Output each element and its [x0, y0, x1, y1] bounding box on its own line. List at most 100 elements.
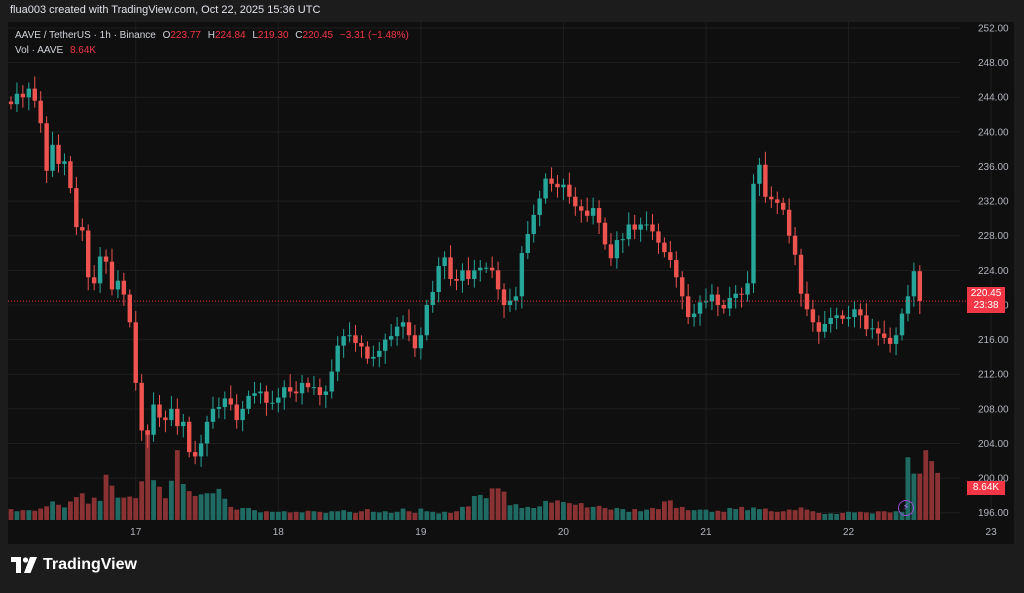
volume-bar	[549, 502, 554, 520]
candle	[293, 391, 299, 394]
candle	[876, 328, 881, 334]
volume-bar	[780, 511, 786, 520]
brand[interactable]: TradingView	[11, 556, 137, 574]
volume-bar	[329, 511, 335, 520]
volume-bar	[525, 506, 531, 520]
lightning-icon[interactable]: ⚡	[898, 500, 914, 516]
last-price-tag: 220.45 23:38	[967, 287, 1005, 313]
volume-bar	[656, 509, 661, 520]
volume-bar	[192, 496, 198, 520]
candle	[531, 214, 536, 234]
volume-bar	[382, 511, 388, 520]
candle	[792, 235, 798, 255]
volume-bar	[406, 511, 412, 520]
candle	[56, 144, 61, 164]
chart-panel[interactable]: 252.00 248.00 244.00 240.00 236.00 232.00 228.…	[8, 22, 1014, 544]
volume-bar	[109, 485, 115, 520]
volume-bar	[465, 506, 471, 520]
candle	[478, 267, 483, 271]
volume-bar	[376, 512, 382, 520]
brand-name: TradingView	[43, 556, 137, 573]
candle	[543, 178, 548, 199]
candle	[198, 443, 204, 457]
volume-bar	[697, 509, 703, 520]
candle	[763, 164, 768, 197]
volume-bar	[56, 504, 61, 520]
volume-bar	[840, 512, 845, 520]
volume-bar	[673, 508, 679, 520]
volume-bar	[911, 473, 917, 520]
candle	[507, 300, 513, 305]
volume-bar	[68, 501, 73, 520]
low-value: 219.30	[257, 30, 289, 41]
candle	[204, 421, 210, 444]
volume-bar	[893, 511, 899, 520]
candle	[246, 395, 251, 409]
candlestick-chart[interactable]: 252.00248.00244.00240.00236.00232.00228.…	[8, 22, 1014, 544]
y-tick-label: 236.00	[978, 162, 1009, 173]
volume-bar	[234, 509, 240, 520]
volume-bar	[543, 500, 548, 520]
candle	[715, 294, 721, 305]
x-tick-label: 17	[130, 527, 142, 538]
volume-bar	[62, 507, 67, 520]
y-tick-label: 196.00	[978, 508, 1009, 519]
candle	[822, 324, 827, 332]
volume-bar	[483, 498, 489, 520]
candle	[816, 322, 822, 332]
chart-credit: flua003 created with TradingView.com, Oc…	[10, 4, 321, 16]
volume-bar	[103, 474, 109, 520]
y-tick-label: 208.00	[978, 404, 1009, 415]
volume-bar	[168, 480, 174, 520]
volume-bar	[501, 491, 507, 520]
volume-bar	[400, 508, 406, 520]
high-value: 224.84	[214, 30, 246, 41]
volume-bar	[768, 511, 774, 520]
volume-bar	[727, 508, 733, 520]
candle	[638, 224, 643, 230]
volume-bar	[394, 511, 400, 520]
volume-bar	[834, 514, 840, 520]
candle	[656, 231, 661, 243]
volume-bar	[186, 491, 192, 520]
volume-bar	[204, 493, 210, 520]
candle	[460, 270, 465, 281]
y-tick-label: 252.00	[978, 24, 1009, 35]
candle	[50, 144, 55, 171]
volume-bar	[20, 510, 26, 520]
volume-bar	[804, 509, 810, 520]
y-tick-label: 204.00	[978, 439, 1009, 450]
candle	[567, 184, 572, 197]
volume-bar	[858, 511, 863, 520]
candle	[394, 326, 400, 337]
y-tick-label: 224.00	[978, 266, 1009, 277]
volume-bar	[258, 512, 263, 520]
candle	[228, 398, 233, 405]
candle	[347, 335, 352, 337]
volume-row: Vol · AAVE 8.64K	[15, 43, 409, 58]
volume-tag: 8.64K	[967, 481, 1005, 495]
volume-bar	[222, 498, 228, 520]
candle	[442, 257, 447, 267]
volume-bar	[91, 497, 97, 520]
footer	[0, 544, 1024, 593]
volume-label[interactable]: Vol · AAVE	[15, 45, 64, 56]
candle	[175, 408, 180, 427]
symbol-label[interactable]: AAVE / TetherUS · 1h · Binance	[15, 30, 156, 41]
volume-bar	[317, 511, 323, 520]
volume-bar	[852, 512, 857, 520]
volume-bar	[85, 503, 91, 520]
volume-bar	[929, 461, 935, 520]
y-tick-label: 228.00	[978, 231, 1009, 242]
volume-bar	[751, 507, 756, 520]
candle	[187, 421, 192, 453]
volume-bar	[774, 511, 780, 520]
volume-bar	[216, 488, 222, 520]
chart-legend: AAVE / TetherUS · 1h · Binance O223.77 H…	[15, 28, 409, 58]
candle	[424, 304, 429, 336]
volume-bar	[79, 493, 85, 520]
x-tick-label: 21	[700, 527, 712, 538]
volume-bar	[97, 500, 103, 520]
x-tick-label: 18	[273, 527, 285, 538]
volume-bar	[26, 510, 32, 520]
